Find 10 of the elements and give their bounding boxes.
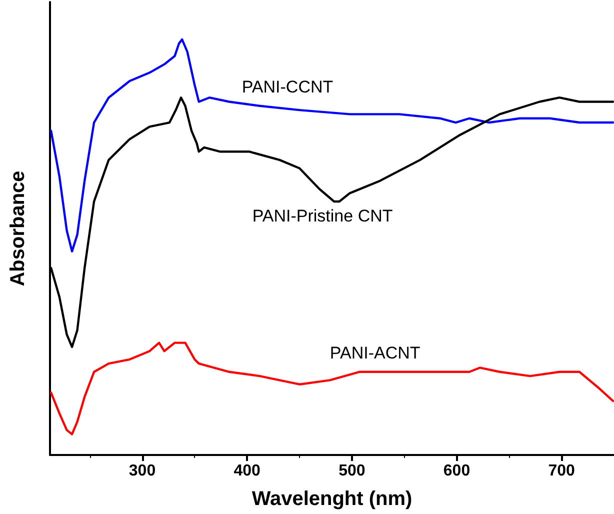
x-tick-label: 700 (548, 462, 576, 480)
series-label: PANI-Pristine CNT (252, 206, 393, 226)
x-axis-title: Wavelenght (nm) (252, 488, 412, 510)
series-label: PANI-ACNT (330, 344, 420, 363)
y-axis-title: Absorbance (7, 170, 29, 286)
x-tick-label: 400 (234, 462, 261, 480)
series-label: PANI-CCNT (242, 78, 334, 97)
x-tick-label: 300 (128, 462, 156, 480)
x-tick-label: 500 (338, 462, 366, 480)
x-tick-label: 600 (443, 462, 470, 480)
